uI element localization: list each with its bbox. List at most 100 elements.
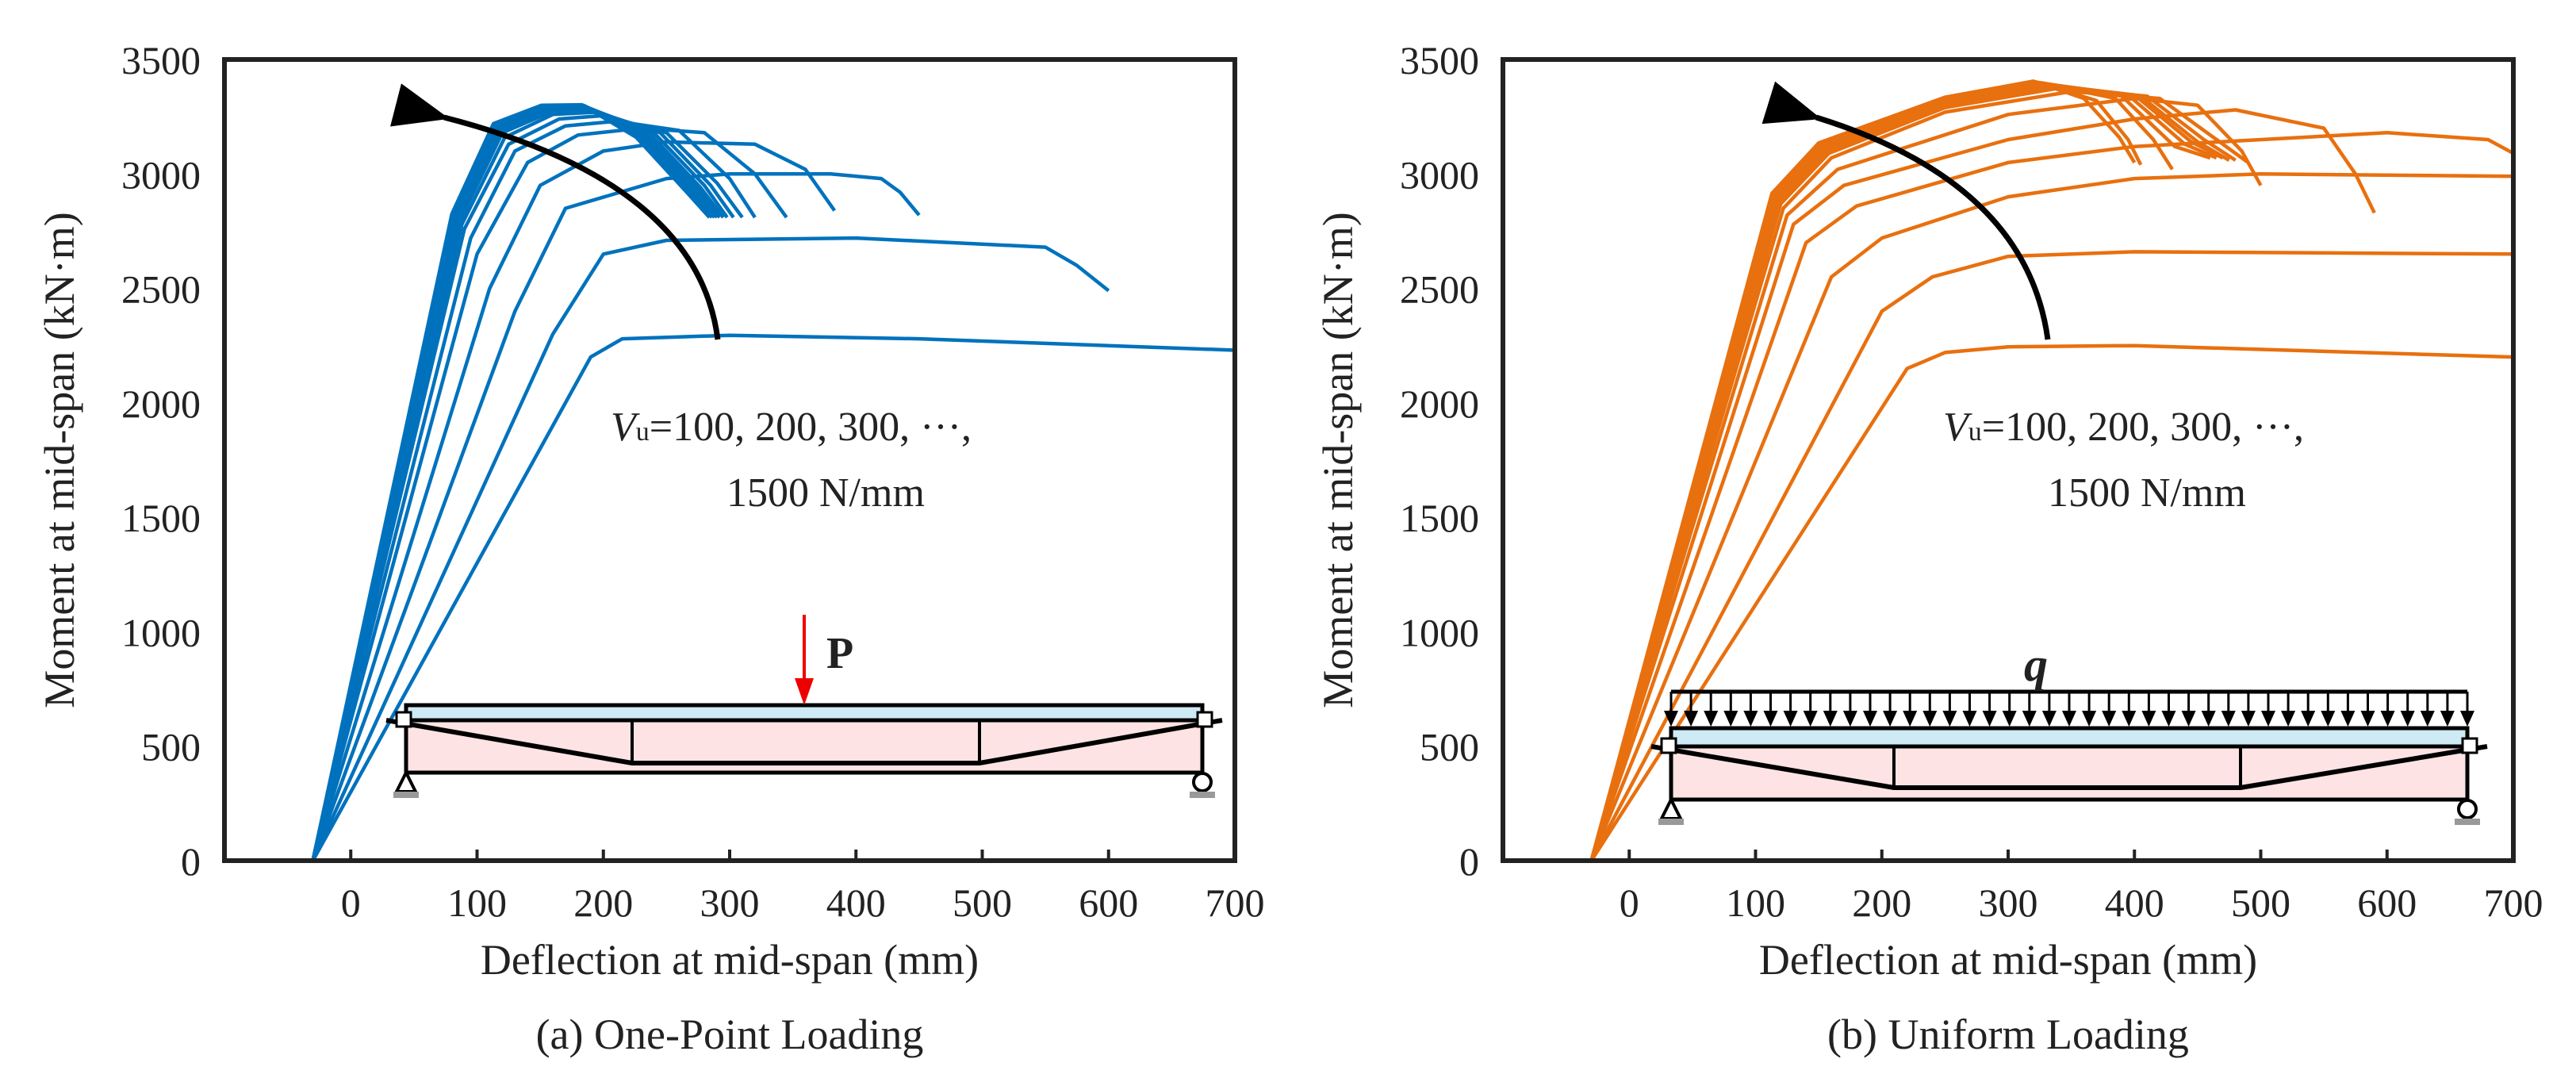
x-tick-label: 100 xyxy=(1726,880,1785,925)
load-arrow-head xyxy=(2261,711,2275,727)
y-tick-label: 500 xyxy=(1420,725,1479,769)
series-line-vu-800 xyxy=(311,110,735,861)
external-tendon xyxy=(1650,744,2488,790)
series-line-vu-900 xyxy=(311,108,729,861)
load-arrow-head xyxy=(1743,711,1758,727)
y-tick-label: 3000 xyxy=(121,152,201,197)
pin-support-icon xyxy=(393,769,419,793)
support-ground-right xyxy=(2455,819,2480,825)
series-line-vu-700 xyxy=(311,113,744,861)
support-ground-left xyxy=(393,792,419,798)
series-line-vu-200 xyxy=(1589,250,2513,861)
series-line-vu-400 xyxy=(311,140,837,861)
x-tick-label: 0 xyxy=(341,880,361,925)
series-line-vu-700 xyxy=(1589,90,2249,861)
anchor-right xyxy=(2461,737,2478,754)
series-group xyxy=(1589,79,2513,861)
load-arrow-head xyxy=(1982,711,1997,727)
series-line-vu-500 xyxy=(311,126,788,861)
load-arrow-head xyxy=(2400,711,2415,727)
x-axis-label: Deflection at mid-span (mm) xyxy=(1759,936,2257,984)
annotation-text: =100, 200, 300, ···, xyxy=(650,405,972,450)
load-arrow-head xyxy=(1704,711,1719,727)
series-line-vu-600 xyxy=(311,119,757,861)
anchor-left xyxy=(1660,737,1677,754)
anchor-left xyxy=(395,711,412,728)
load-arrow-head xyxy=(2041,711,2057,727)
annotation-var: V xyxy=(1943,405,1972,450)
load-arrow-head xyxy=(2380,711,2395,727)
panel-uniform-loading: 0 100 200 300 400 500 600 700 0 500 1000 1500 2000 25… xyxy=(1314,38,2543,1058)
series-line-vu-200 xyxy=(311,236,1110,861)
series-line-vu-600 xyxy=(1589,96,2263,861)
load-arrow-head xyxy=(2022,711,2037,727)
load-arrow-head xyxy=(2002,711,2017,727)
load-arrow-head xyxy=(2420,711,2435,727)
series-line-vu-100 xyxy=(1589,343,2513,861)
y-tick-label: 2000 xyxy=(121,382,201,426)
load-arrow-head xyxy=(2122,711,2137,727)
external-tendon xyxy=(385,718,1223,765)
series-line-vu-1500 xyxy=(311,102,711,861)
load-arrow-head xyxy=(1903,711,1918,727)
x-tick-label: 300 xyxy=(1979,880,2038,925)
series-line-vu-100 xyxy=(311,333,1235,861)
load-arrow-head xyxy=(1684,711,1699,727)
y-tick-label: 0 xyxy=(1459,839,1479,884)
y-tick-label: 2000 xyxy=(1400,382,1479,426)
annotation-var: V xyxy=(611,405,640,450)
y-tick-label: 2500 xyxy=(1400,267,1479,312)
beam-deck xyxy=(1669,726,2470,749)
load-arrow-head xyxy=(2460,711,2474,727)
load-arrow-head xyxy=(1664,711,1678,727)
load-arrow-head xyxy=(2360,711,2375,727)
panel-caption: (b) Uniform Loading xyxy=(1827,1011,2189,1058)
y-tick-label: 500 xyxy=(141,725,201,769)
load-arrow-head xyxy=(1723,711,1738,727)
load-arrow-head xyxy=(2181,711,2196,727)
load-arrow-head xyxy=(1763,711,1778,727)
series-line-vu-300 xyxy=(311,172,921,861)
beam-deck xyxy=(404,703,1205,723)
load-arrow-head xyxy=(1863,711,1877,727)
annotation-line2: 1500 N/mm xyxy=(726,470,925,516)
series-line-vu-800 xyxy=(1589,86,2237,861)
y-tick-label: 1000 xyxy=(1400,610,1479,654)
y-tick-label: 1500 xyxy=(1400,496,1479,540)
annotation-line1: Vu=100, 200, 300, ···, xyxy=(611,405,972,450)
roller-support-icon xyxy=(1192,772,1213,792)
load-arrow-head xyxy=(2241,711,2256,727)
x-tick-label: 500 xyxy=(2231,880,2290,925)
x-tick-label: 200 xyxy=(1852,880,1911,925)
load-arrow-head xyxy=(2082,711,2097,727)
y-axis-label: Moment at mid-span (kN·m) xyxy=(1314,212,1362,708)
x-tick-label: 200 xyxy=(573,880,633,925)
load-arrow-head xyxy=(1823,711,1838,727)
x-axis-label: Deflection at mid-span (mm) xyxy=(481,936,979,984)
annotation-line2: 1500 N/mm xyxy=(2048,470,2246,516)
load-arrow-head xyxy=(1922,711,1938,727)
y-tick-label: 3000 xyxy=(1400,152,1479,197)
load-arrow-head xyxy=(2440,711,2455,727)
x-tick-label: 700 xyxy=(1206,880,1265,925)
beam-diagram-point-load: P xyxy=(385,615,1223,798)
y-tick-label: 0 xyxy=(181,839,201,884)
x-tick-label: 100 xyxy=(447,880,507,925)
trend-arrow xyxy=(390,83,721,340)
y-tick-label: 3500 xyxy=(1400,38,1479,82)
load-arrow-head xyxy=(2281,711,2296,727)
trend-arrow xyxy=(1761,81,2051,340)
series-line-vu-300 xyxy=(1589,172,2513,861)
load-arrow-head xyxy=(1803,711,1818,727)
x-tick-label: 0 xyxy=(1620,880,1639,925)
series-line-vu-400 xyxy=(1589,131,2513,861)
load-arrow-head xyxy=(1783,711,1798,727)
x-tick-label: 600 xyxy=(1079,880,1138,925)
series-line-vu-1500 xyxy=(1589,79,2137,861)
load-arrow-head xyxy=(2062,711,2076,727)
x-tick-label: 500 xyxy=(953,880,1012,925)
load-arrow-head xyxy=(1942,711,1957,727)
pin-support-icon xyxy=(1658,796,1684,820)
